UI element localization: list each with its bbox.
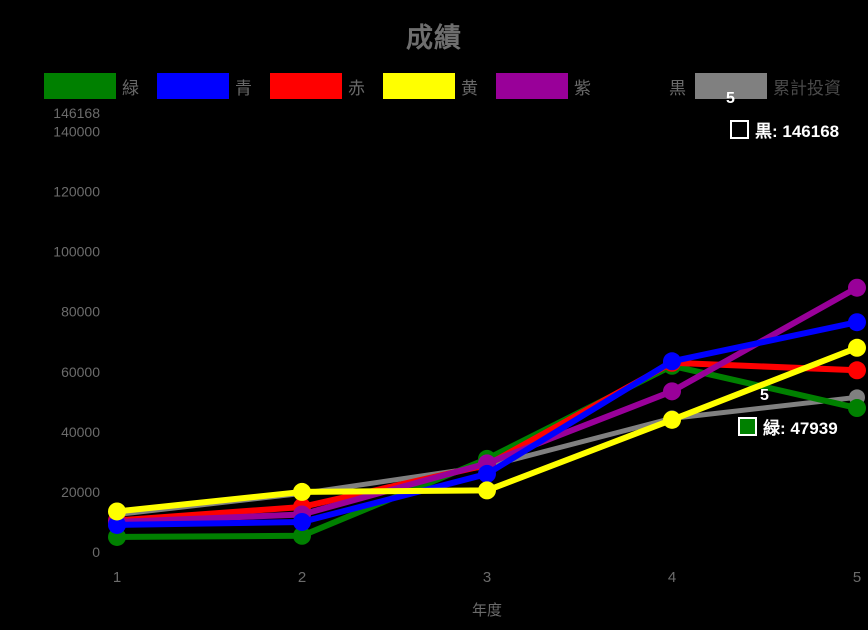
data-point[interactable] bbox=[293, 482, 311, 501]
y-axis-tick-label: 146168 bbox=[53, 105, 100, 121]
legend-item-yellow[interactable]: 黄 bbox=[383, 73, 478, 99]
series-青[interactable] bbox=[108, 313, 866, 534]
y-axis-tick-label: 60000 bbox=[61, 364, 100, 380]
x-axis-tick-label: 2 bbox=[298, 569, 306, 586]
legend-swatch-green bbox=[44, 73, 116, 99]
legend-label-black: 黒 bbox=[669, 78, 686, 98]
legend-swatch-red bbox=[270, 73, 342, 99]
data-point[interactable] bbox=[663, 352, 681, 371]
hover-x-label-black: 5 bbox=[726, 90, 735, 107]
y-axis-tick-label: 80000 bbox=[61, 304, 100, 320]
tooltip-swatch-black bbox=[730, 120, 749, 139]
tooltip-text-black: 黒: 146168 bbox=[755, 122, 840, 141]
legend-swatch-yellow bbox=[383, 73, 455, 99]
legend-swatch-blue bbox=[157, 73, 229, 99]
legend-label-cumulative: 累計投資 bbox=[773, 78, 841, 98]
hover-x-label-green: 5 bbox=[760, 387, 769, 404]
y-axis-tick-label: 40000 bbox=[61, 424, 100, 440]
data-point[interactable] bbox=[293, 512, 311, 531]
x-axis-title: 年度 bbox=[472, 602, 502, 619]
legend-label-blue: 青 bbox=[235, 78, 252, 98]
legend-item-cumulative[interactable]: 黒 累計投資 bbox=[669, 73, 841, 99]
black-tooltip: 黒: 146168 bbox=[730, 117, 839, 142]
legend-label-purple: 紫 bbox=[574, 78, 591, 98]
data-point[interactable] bbox=[848, 313, 866, 332]
data-point[interactable] bbox=[848, 278, 866, 297]
green-tooltip: 緑: 47939 bbox=[738, 414, 838, 439]
data-point[interactable] bbox=[663, 410, 681, 429]
legend-item-red[interactable]: 赤 bbox=[270, 73, 365, 99]
x-axis-tick-label: 4 bbox=[668, 569, 676, 586]
data-point[interactable] bbox=[478, 481, 496, 500]
tooltip-swatch-green bbox=[738, 417, 757, 436]
data-point[interactable] bbox=[848, 361, 866, 380]
data-point[interactable] bbox=[108, 502, 126, 521]
data-point[interactable] bbox=[663, 382, 681, 401]
legend-label-yellow: 黄 bbox=[461, 78, 478, 98]
legend-label-green: 緑 bbox=[122, 78, 139, 98]
page-title: 成績 bbox=[406, 23, 462, 53]
legend-item-blue[interactable]: 青 bbox=[157, 73, 252, 99]
data-point[interactable] bbox=[108, 515, 126, 534]
legend-label-red: 赤 bbox=[348, 78, 365, 98]
chart-legend: 緑 青 赤 黄 紫 黒 累計投資 bbox=[44, 73, 859, 99]
x-axis-tick-label: 3 bbox=[483, 569, 491, 586]
legend-swatch-cumulative bbox=[695, 73, 767, 99]
data-point[interactable] bbox=[478, 464, 496, 483]
y-axis-tick-label: 140000 bbox=[53, 124, 100, 140]
x-axis-tick-label: 5 bbox=[853, 569, 861, 586]
x-axis-tick-label: 1 bbox=[113, 569, 121, 586]
y-axis-tick-label: 0 bbox=[92, 544, 100, 560]
tooltip-text-green: 緑: 47939 bbox=[763, 419, 838, 438]
data-point[interactable] bbox=[848, 338, 866, 357]
y-axis-tick-label: 120000 bbox=[53, 184, 100, 200]
legend-item-purple[interactable]: 紫 bbox=[496, 73, 591, 99]
data-point[interactable] bbox=[293, 526, 311, 545]
legend-item-green[interactable]: 緑 bbox=[44, 73, 139, 99]
series-黄[interactable] bbox=[108, 338, 866, 521]
y-axis-tick-label: 20000 bbox=[61, 484, 100, 500]
legend-swatch-purple bbox=[496, 73, 568, 99]
data-point[interactable] bbox=[848, 399, 866, 418]
y-axis-tick-label: 100000 bbox=[53, 244, 100, 260]
